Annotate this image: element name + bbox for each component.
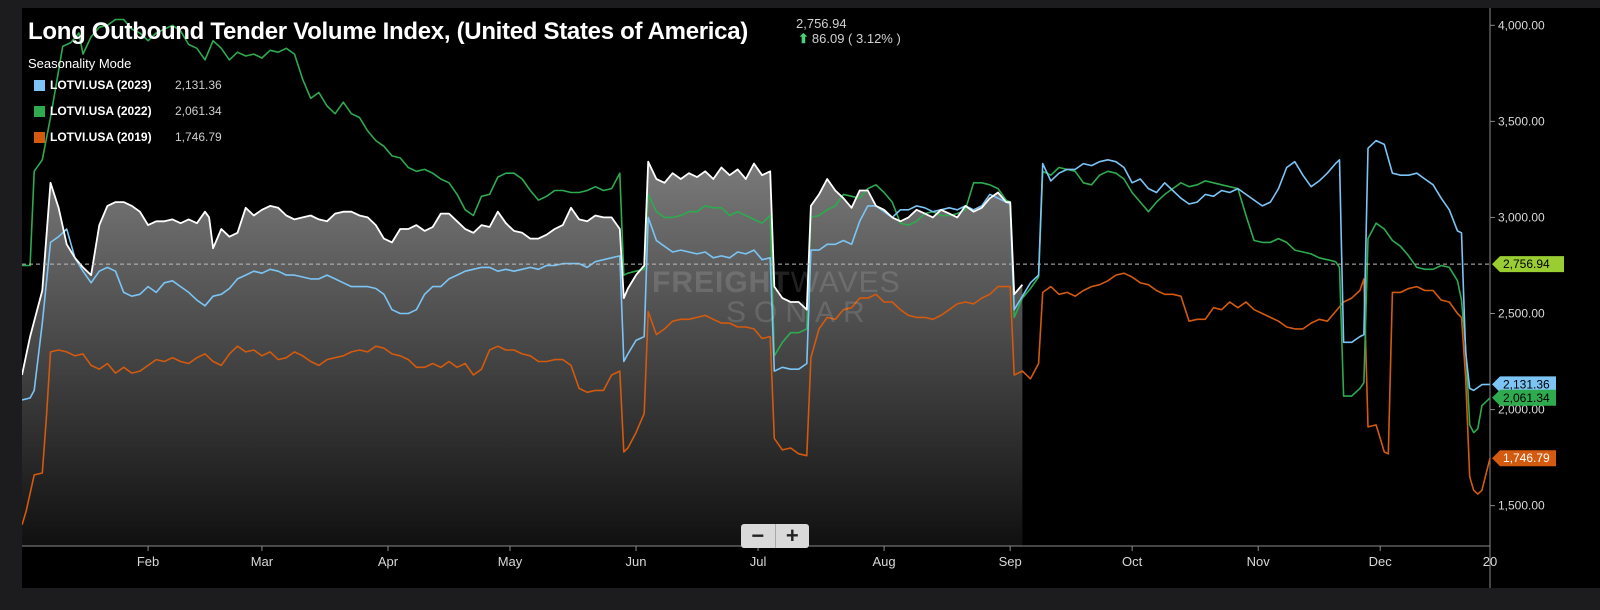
y-tick-label: 3,000.00 xyxy=(1498,210,1545,224)
end-label-text: 2,061.34 xyxy=(1503,391,1550,405)
legend-item[interactable]: LOTVI.USA (2019) 1,746.79 xyxy=(34,130,222,144)
legend-series-name: LOTVI.USA (2023) xyxy=(50,78,152,92)
y-tick-label: 2,500.00 xyxy=(1498,307,1545,321)
end-label-text: 1,746.79 xyxy=(1503,451,1550,465)
legend-swatch xyxy=(34,131,45,143)
end-label-bg xyxy=(1492,376,1556,393)
x-tick-label: Jun xyxy=(626,554,647,569)
legend-item[interactable]: LOTVI.USA (2023) 2,131.36 xyxy=(34,78,222,92)
series-line xyxy=(22,18,1491,434)
zoom-in-button[interactable]: + xyxy=(774,524,810,548)
chart-frame: Feb Mar Apr May Jun Jul Aug Sep Oct Nov Dec 20 1,500… xyxy=(22,8,1600,588)
reference-label-text: 2,756.94 xyxy=(1503,257,1550,271)
x-tick-label: Mar xyxy=(251,554,274,569)
legend-series-value: 2,131.36 xyxy=(175,78,222,92)
x-tick-label: Sep xyxy=(999,554,1022,569)
legend-swatch xyxy=(34,105,45,117)
x-tick-label: Oct xyxy=(1122,554,1143,569)
reference-label: 2,756.94 xyxy=(1492,256,1564,273)
legend-series-value: 1,746.79 xyxy=(175,130,222,144)
legend-item[interactable]: LOTVI.USA (2022) 2,061.34 xyxy=(34,104,222,118)
y-tick-label: 2,000.00 xyxy=(1498,403,1545,417)
end-label-bg xyxy=(1492,450,1556,467)
legend-series-name: LOTVI.USA (2019) xyxy=(50,130,152,144)
page-title: Long Outbound Tender Volume Index, (Unit… xyxy=(28,18,748,45)
seasonality-mode-label: Seasonality Mode xyxy=(28,56,132,71)
watermark-sub: SONAR xyxy=(726,296,873,329)
x-tick-label: Dec xyxy=(1369,554,1393,569)
zoom-control: − + xyxy=(741,524,809,548)
reference-label-bg xyxy=(1492,256,1564,273)
x-tick-label: Nov xyxy=(1247,554,1271,569)
series-line xyxy=(22,272,1491,526)
x-tick-label: Apr xyxy=(378,554,399,569)
watermark: FREIGHTWAVES xyxy=(652,266,901,299)
current-series-line xyxy=(22,160,1024,376)
x-tick-label: Jul xyxy=(750,554,767,569)
end-label-text: 2,131.36 xyxy=(1503,377,1550,391)
end-label-bg xyxy=(1492,389,1556,406)
zoom-out-button[interactable]: − xyxy=(751,523,765,548)
x-tick-label: May xyxy=(498,554,523,569)
y-tick-label: 3,500.00 xyxy=(1498,114,1545,128)
legend-swatch xyxy=(34,79,45,91)
end-value-label: 1,746.79 xyxy=(1492,450,1556,467)
y-tick-label: 4,000.00 xyxy=(1498,18,1545,32)
x-tick-label: Feb xyxy=(137,554,159,569)
x-tick-label: 20 xyxy=(1483,554,1497,569)
y-tick-label: 1,500.00 xyxy=(1498,499,1545,513)
end-value-label: 2,131.36 xyxy=(1492,376,1556,393)
series-line xyxy=(22,139,1491,401)
legend-series-name: LOTVI.USA (2022) xyxy=(50,104,152,118)
end-value-label: 2,061.34 xyxy=(1492,389,1556,406)
legend-series-value: 2,061.34 xyxy=(175,104,222,118)
change-value: ⬆ 86.09 ( 3.12% ) xyxy=(798,31,901,46)
current-value: 2,756.94 xyxy=(796,16,847,31)
x-tick-label: Aug xyxy=(873,554,896,569)
arrow-up-icon: ⬆ xyxy=(798,31,809,46)
